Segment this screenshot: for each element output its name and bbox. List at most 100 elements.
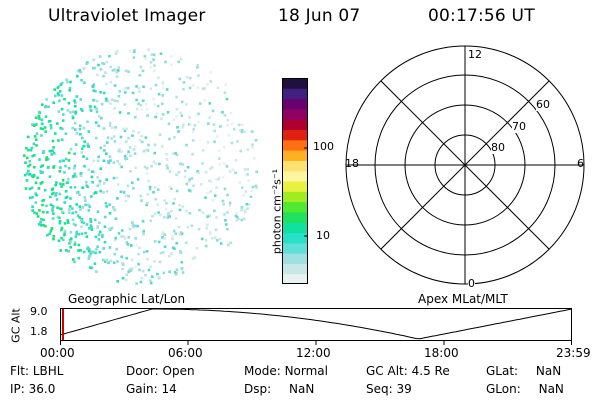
uv-pixel bbox=[187, 180, 191, 183]
uv-pixel bbox=[77, 249, 80, 252]
uv-pixel bbox=[108, 155, 112, 158]
uv-pixel bbox=[92, 170, 96, 174]
uv-pixel bbox=[46, 166, 50, 169]
polar-grid bbox=[345, 45, 585, 285]
uv-pixel bbox=[163, 237, 166, 240]
uv-pixel bbox=[113, 252, 117, 256]
colorbar-cell bbox=[282, 211, 308, 223]
uv-pixel bbox=[57, 85, 61, 88]
uv-pixel bbox=[147, 143, 150, 147]
uv-pixel bbox=[152, 69, 156, 73]
uv-pixel bbox=[254, 139, 258, 142]
status-seq-label: Seq: bbox=[366, 382, 393, 396]
uv-pixel bbox=[78, 216, 81, 219]
uv-pixel bbox=[43, 126, 47, 129]
uv-pixel bbox=[41, 164, 44, 167]
uv-pixel bbox=[178, 249, 182, 253]
uv-pixel bbox=[78, 124, 82, 128]
uv-pixel bbox=[115, 176, 119, 180]
uv-pixel bbox=[152, 190, 155, 194]
uv-pixel bbox=[166, 111, 170, 114]
uv-pixel bbox=[62, 183, 65, 186]
uv-pixel bbox=[182, 123, 185, 127]
uv-pixel bbox=[153, 185, 157, 189]
uv-pixel bbox=[191, 152, 194, 156]
colorbar-cell bbox=[282, 129, 308, 141]
uv-pixel bbox=[52, 212, 55, 215]
instrument-title: Ultraviolet Imager bbox=[48, 6, 206, 26]
uv-pixel bbox=[94, 89, 97, 93]
uv-pixel bbox=[89, 266, 92, 269]
uv-pixel bbox=[80, 220, 84, 224]
uv-pixel bbox=[156, 104, 160, 108]
uv-pixel bbox=[223, 114, 227, 117]
uv-pixel bbox=[93, 191, 97, 195]
uv-pixel bbox=[139, 194, 143, 198]
uv-pixel bbox=[153, 212, 157, 216]
uv-pixel bbox=[108, 203, 111, 206]
uv-pixel bbox=[66, 221, 70, 224]
uv-pixel bbox=[114, 126, 117, 129]
uv-pixel bbox=[98, 230, 102, 234]
uv-pixel bbox=[82, 127, 86, 130]
uv-pixel bbox=[142, 232, 145, 236]
uv-pixel bbox=[51, 217, 55, 220]
uv-pixel bbox=[73, 167, 76, 170]
uv-pixel bbox=[74, 110, 78, 114]
uv-pixel bbox=[84, 203, 87, 207]
uv-pixel bbox=[243, 209, 246, 212]
uv-pixel bbox=[101, 235, 104, 239]
uv-pixel bbox=[64, 132, 68, 135]
uv-pixel bbox=[55, 198, 59, 201]
uv-pixel bbox=[38, 117, 41, 120]
uv-pixel bbox=[173, 136, 176, 139]
uv-pixel bbox=[97, 63, 100, 67]
uv-pixel bbox=[96, 245, 99, 249]
uv-pixel bbox=[113, 99, 117, 103]
uv-pixel bbox=[164, 60, 167, 64]
uv-pixel bbox=[119, 190, 123, 193]
uv-pixel bbox=[127, 236, 130, 239]
uv-pixel bbox=[154, 83, 158, 87]
uv-pixel bbox=[142, 85, 145, 89]
uv-pixel bbox=[98, 55, 102, 58]
uv-pixel bbox=[96, 210, 100, 213]
uv-pixel bbox=[93, 66, 96, 70]
uv-pixel bbox=[195, 114, 198, 117]
uv-pixel bbox=[59, 166, 62, 169]
uv-pixel bbox=[58, 90, 62, 93]
status-dsp: Dsp: NaN bbox=[244, 382, 314, 396]
uv-pixel bbox=[80, 79, 83, 82]
uv-pixel bbox=[107, 160, 110, 163]
uv-pixel bbox=[127, 70, 130, 73]
uv-pixel bbox=[161, 236, 164, 239]
uv-pixel bbox=[92, 98, 96, 102]
uv-pixel bbox=[125, 273, 128, 277]
uv-pixel bbox=[116, 100, 119, 103]
uv-pixel bbox=[87, 257, 90, 261]
uv-pixel bbox=[62, 159, 65, 163]
uv-pixel bbox=[149, 279, 152, 282]
uv-pixel bbox=[65, 195, 69, 199]
uv-pixel bbox=[66, 219, 69, 222]
uv-pixel bbox=[189, 123, 192, 126]
uv-pixel bbox=[249, 195, 253, 198]
uv-pixel bbox=[244, 211, 247, 214]
uv-pixel bbox=[54, 132, 57, 135]
uv-pixel bbox=[213, 209, 216, 213]
uv-pixel bbox=[69, 111, 72, 114]
uv-pixel bbox=[163, 233, 166, 236]
uv-pixel bbox=[235, 219, 239, 222]
uv-pixel bbox=[122, 88, 126, 92]
uv-pixel bbox=[89, 107, 92, 111]
uv-pixel bbox=[75, 232, 78, 235]
uv-pixel bbox=[40, 218, 43, 221]
uv-pixel bbox=[57, 110, 61, 113]
uv-pixel bbox=[82, 221, 86, 225]
uv-pixel bbox=[109, 65, 112, 69]
uv-pixel bbox=[39, 182, 43, 185]
uv-pixel bbox=[197, 120, 200, 124]
uv-pixel bbox=[223, 91, 227, 95]
uv-pixel bbox=[197, 227, 201, 231]
uv-pixel bbox=[180, 114, 184, 117]
